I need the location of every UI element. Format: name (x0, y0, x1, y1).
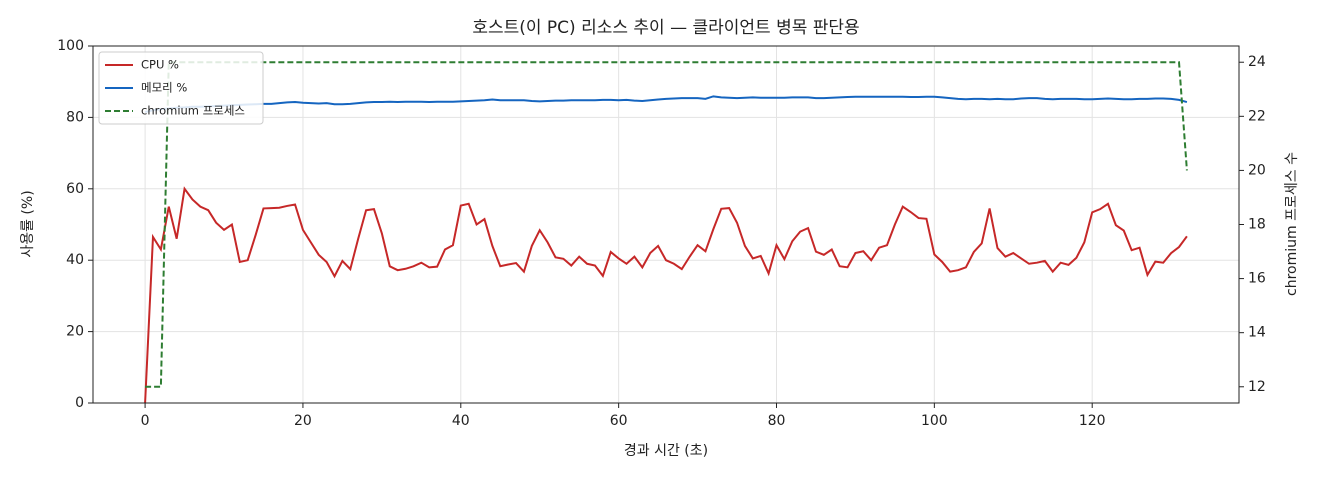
y-tick-label: 40 (66, 252, 84, 268)
legend-label: chromium 프로세스 (141, 104, 245, 118)
y-tick-label: 20 (66, 324, 84, 340)
x-tick-label: 20 (294, 413, 312, 429)
x-tick-label: 80 (768, 413, 786, 429)
legend-label: 메모리 % (141, 81, 187, 95)
legend-label: CPU % (141, 58, 179, 72)
series-line (144, 186, 1188, 404)
y-tick-label: 60 (66, 181, 84, 197)
x-tick-label: 120 (1079, 413, 1106, 429)
y2-tick-label: 16 (1248, 271, 1266, 287)
y-tick-label: 0 (75, 395, 84, 411)
y2-axis-label: chromium 프로세스 수 (1284, 152, 1300, 296)
x-tick-label: 40 (452, 413, 470, 429)
chart-title: 호스트(이 PC) 리소스 추이 — 클라이언트 병목 판단용 (472, 18, 859, 38)
x-tick-label: 0 (141, 413, 150, 429)
series-line (144, 95, 1188, 114)
y-tick-label: 80 (66, 109, 84, 125)
y2-tick-label: 12 (1248, 379, 1266, 395)
y-tick-label: 100 (57, 38, 84, 54)
series-line (145, 61, 1188, 388)
y2-tick-label: 14 (1248, 325, 1266, 341)
y2-tick-label: 22 (1248, 108, 1266, 124)
y2-tick-label: 18 (1248, 217, 1266, 233)
y-axis-label: 사용률 (%) (20, 190, 36, 257)
plot-frame (92, 45, 1240, 404)
x-tick-label: 60 (610, 413, 628, 429)
x-tick-label: 100 (921, 413, 948, 429)
y2-tick-label: 24 (1248, 54, 1266, 70)
legend-box (98, 51, 264, 125)
x-axis-label: 경과 시간 (초) (624, 443, 708, 459)
y2-tick-label: 20 (1248, 162, 1266, 178)
